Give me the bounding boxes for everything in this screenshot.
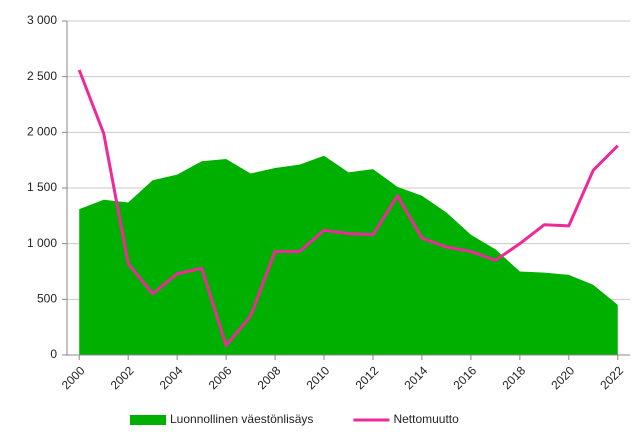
legend-label: Nettomuutto	[393, 412, 459, 426]
x-tick-label: 2018	[499, 363, 528, 392]
x-tick-label: 2012	[353, 363, 382, 392]
legend-label: Luonnollinen väestönlisäys	[170, 412, 313, 426]
x-tick-label: 2014	[402, 363, 431, 392]
x-tick-label: 2004	[157, 363, 186, 392]
x-tick-label: 2006	[206, 363, 235, 392]
y-tick-label: 3 000	[27, 13, 57, 27]
x-tick-label: 2000	[59, 363, 88, 392]
x-tick-label: 2020	[548, 363, 577, 392]
line	[77, 69, 619, 348]
y-tick-label: 1 000	[27, 236, 57, 250]
y-tick-label: 500	[37, 292, 57, 306]
x-tick-label: 2016	[450, 363, 479, 392]
x-tick-label: 2010	[304, 363, 333, 392]
y-tick-label: 2 500	[27, 69, 57, 83]
y-tick-label: 0	[50, 347, 57, 361]
y-tick-label: 1 500	[27, 180, 57, 194]
legend-swatch	[130, 415, 166, 425]
y-tick-label: 2 000	[27, 125, 57, 139]
x-tick-label: 2008	[255, 363, 284, 392]
area	[79, 155, 618, 355]
x-tick-label: 2022	[597, 363, 626, 392]
x-tick-label: 2002	[108, 363, 137, 392]
